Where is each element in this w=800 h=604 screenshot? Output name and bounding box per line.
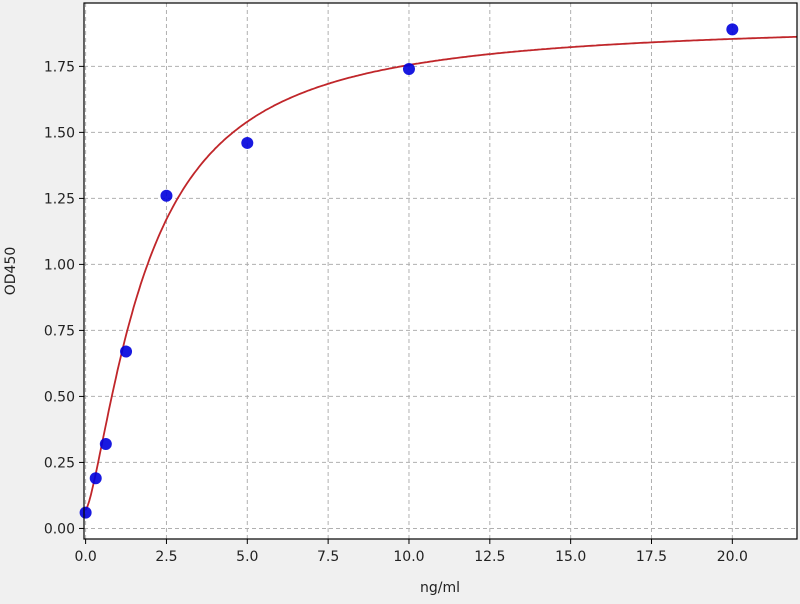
x-tick-label: 7.5 (317, 549, 339, 565)
fit-curve-line (84, 35, 798, 511)
x-tick-label: 2.5 (155, 549, 177, 565)
y-tick-label: 0.25 (44, 455, 75, 471)
x-axis-label: ng/ml (420, 580, 460, 596)
plot-frame (83, 2, 798, 540)
y-tick-label: 1.00 (44, 257, 75, 273)
x-tick-label: 17.5 (636, 549, 667, 565)
data-point (726, 23, 739, 36)
x-tick-label: 10.0 (393, 549, 424, 565)
x-axis-ticks: 0.0 2.5 5.0 7.5 10.0 12.5 15.0 17.5 20.0 (74, 539, 748, 565)
plot-area (84, 3, 797, 539)
y-tick-label: 1.50 (44, 125, 75, 141)
data-point (402, 63, 415, 76)
data-point (241, 136, 254, 149)
data-point (79, 506, 92, 519)
data-points (79, 23, 739, 519)
data-point (99, 437, 112, 450)
grid (84, 3, 797, 539)
fit-curve (84, 35, 798, 511)
x-tick-label: 12.5 (474, 549, 505, 565)
y-tick-label: 0.00 (44, 521, 75, 537)
data-point (89, 472, 102, 485)
y-tick-label: 0.50 (44, 389, 75, 405)
data-point (160, 189, 173, 202)
x-tick-label: 0.0 (74, 549, 96, 565)
y-axis-ticks: 0.00 0.25 0.50 0.75 1.00 1.25 1.50 1.75 (44, 59, 84, 537)
y-tick-label: 1.75 (44, 59, 75, 75)
data-point (120, 345, 133, 358)
x-tick-label: 20.0 (717, 549, 748, 565)
x-tick-label: 15.0 (555, 549, 586, 565)
y-tick-label: 0.75 (44, 323, 75, 339)
x-tick-label: 5.0 (236, 549, 258, 565)
y-tick-label: 1.25 (44, 191, 75, 207)
y-axis-label: OD450 (3, 247, 19, 296)
